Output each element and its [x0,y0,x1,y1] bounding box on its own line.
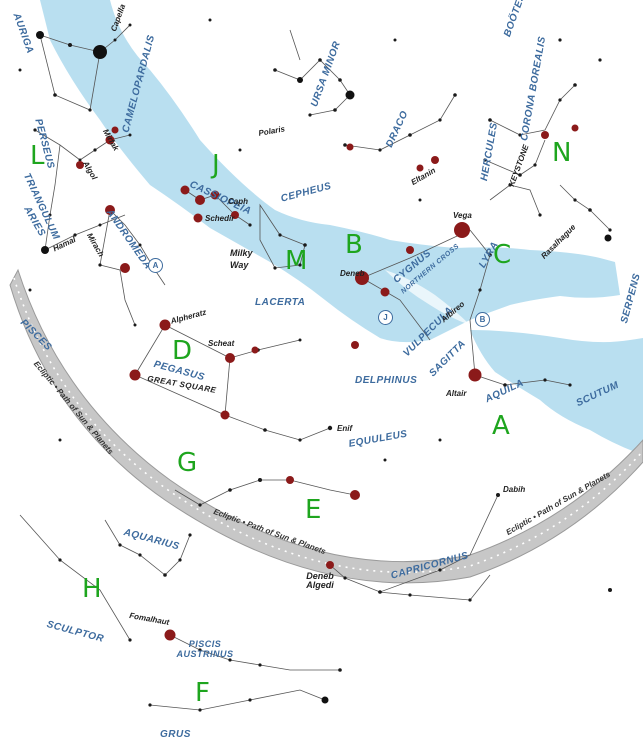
bright-stars [76,124,579,641]
milky-way-southern [470,330,643,455]
region-label-a: A [492,411,510,441]
star-label-scheat: Scheat [208,339,235,348]
star-label-deneb: Deneb [340,269,365,278]
region-label-c: C [493,240,512,270]
marker-j: J [378,310,393,325]
constellation-label-lacerta: LACERTA [255,297,306,308]
region-label-b: B [345,230,363,260]
star-label-caph: Caph [228,197,248,206]
region-label-n: N [552,138,572,168]
milky-way-label: Milky Way [230,248,253,270]
star-label-deneb-algedi: Deneb Algedi [306,571,334,590]
region-label-e: E [305,495,322,525]
constellation-label-delphinus: DELPHINUS [355,375,418,386]
marker-a: A [148,258,163,273]
region-label-l: L [30,141,45,171]
major-stars [36,31,612,704]
marker-b: B [475,312,490,327]
ecliptic-band [9,268,643,584]
star-label-vega: Vega [453,211,472,220]
milky-way-dark-rift [385,270,470,325]
milky-way [40,0,620,343]
constellation-label-grus: GRUS [160,729,191,740]
region-label-d: D [172,336,193,366]
region-label-f: F [195,678,210,708]
faint-stars [18,18,612,712]
region-label-g: G [177,448,198,478]
region-label-h: H [82,574,102,604]
region-label-j: J [212,150,220,180]
star-label-schedir: Schedir [205,214,235,223]
ecliptic-line [13,277,643,574]
star-label-dabih: Dabih [503,485,526,494]
star-label-enif: Enif [337,424,353,433]
constellation-label-piscis-austrinus: PISCIS AUSTRINUS [176,639,234,659]
region-label-m: M [285,246,308,276]
star-label-altair: Altair [446,389,467,398]
